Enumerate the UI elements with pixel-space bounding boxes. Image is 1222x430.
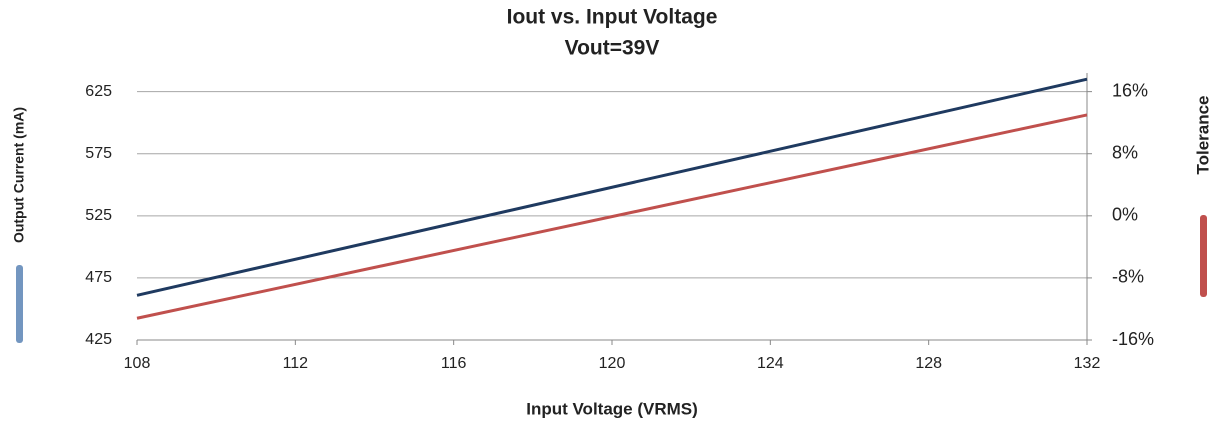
- x-tick-label: 132: [1074, 355, 1101, 372]
- y2-tick-label: 0%: [1112, 205, 1138, 225]
- y2-axis-label: Tolerance: [1193, 95, 1212, 174]
- y-tick-label: 575: [85, 145, 112, 162]
- x-tick-label: 108: [124, 355, 151, 372]
- chart-title: Iout vs. Input Voltage: [507, 6, 718, 29]
- y-legend-swatch: [16, 265, 23, 343]
- x-tick-label: 124: [757, 355, 784, 372]
- y2-legend-swatch: [1200, 215, 1207, 297]
- y-tick-label: 475: [85, 269, 112, 286]
- x-tick-label: 128: [915, 355, 942, 372]
- y2-tick-label: -8%: [1112, 267, 1144, 287]
- chart-subtitle: Vout=39V: [565, 37, 660, 60]
- x-tick-label: 120: [599, 355, 626, 372]
- y2-tick-label: 8%: [1112, 142, 1138, 162]
- y2-tick-label: 16%: [1112, 80, 1148, 100]
- series-line: [136, 77, 1088, 297]
- y2-tick-label: -16%: [1112, 329, 1154, 349]
- x-tick-label: 112: [283, 355, 309, 372]
- y-tick-label: 525: [85, 207, 112, 224]
- y-tick-label: 625: [85, 83, 112, 100]
- x-axis-label: Input Voltage (VRMS): [526, 399, 698, 418]
- series-line: [136, 113, 1088, 320]
- y-axis-label: Output Current (mA): [11, 107, 27, 243]
- x-tick-label: 116: [441, 355, 467, 372]
- y-tick-label: 425: [85, 331, 112, 348]
